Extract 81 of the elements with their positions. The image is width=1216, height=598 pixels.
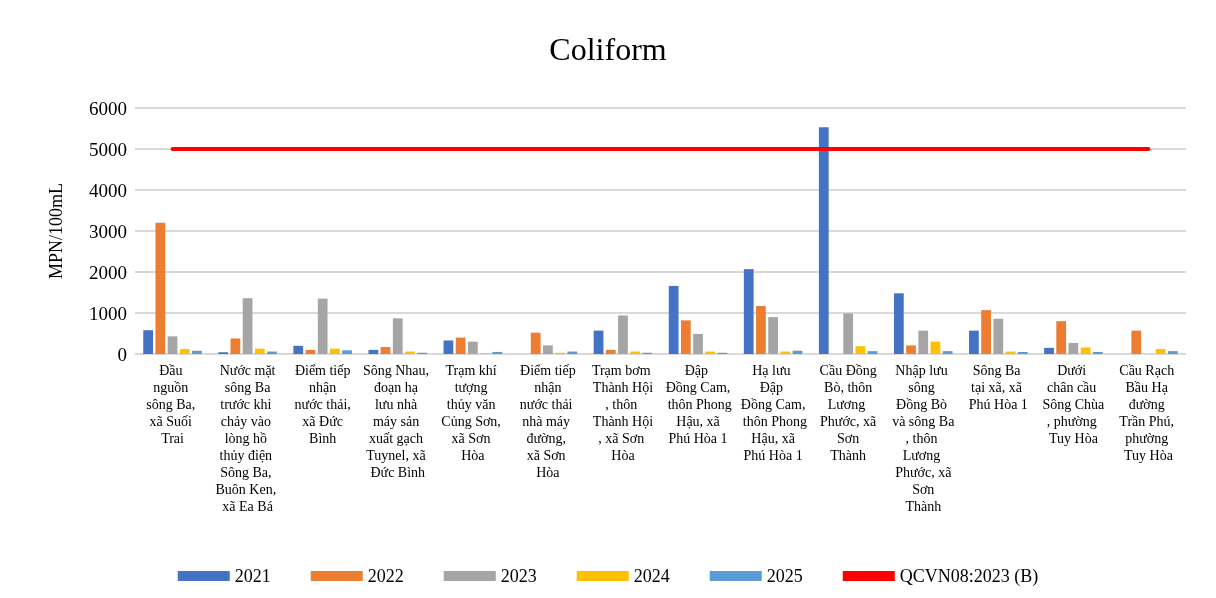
x-tick-label: Đập Đồng Cam, thôn Phong Hậu, xã Phú Hòa 1 <box>664 363 732 446</box>
y-tick-label: 0 <box>117 343 127 365</box>
bar <box>668 285 679 354</box>
x-tick-label: Dưới chân cầu Sông Chùa, phường Tuy Hòa <box>1042 363 1106 446</box>
bar <box>843 313 854 354</box>
category-label: Nước mặt sông Ba trước khi chảy vào lòng hồ thủy điện Sông Ba, Buôn Ken, xã Ea Bá <box>215 363 277 514</box>
bar <box>818 127 829 354</box>
bar <box>143 330 154 354</box>
y-tick-label: 5000 <box>89 138 127 160</box>
legend-label: QCVN08:2023 (B) <box>899 566 1039 587</box>
legend-label: 2023 <box>500 566 537 586</box>
bar <box>317 298 328 354</box>
bar <box>242 298 253 354</box>
bar <box>942 351 953 354</box>
bar <box>867 351 878 354</box>
bar <box>342 350 352 354</box>
bar <box>768 317 778 354</box>
bar <box>254 348 265 354</box>
bar <box>368 349 379 354</box>
y-axis-title: MPN/100mL <box>46 182 66 280</box>
category-label: Nhập lưu sông Đồng Bò và sông Ba, thôn Lương Phước, xã Sơn Thành <box>892 363 955 514</box>
bar <box>1017 351 1028 354</box>
y-tick-label: 2000 <box>89 261 127 283</box>
y-tick-label: 1000 <box>89 302 127 324</box>
bar <box>981 310 991 354</box>
bar <box>1080 347 1091 354</box>
bar <box>1092 351 1103 354</box>
bar <box>993 318 1004 354</box>
bar <box>906 345 916 354</box>
bar <box>756 306 766 354</box>
bar <box>618 315 628 354</box>
bar <box>467 341 478 354</box>
bar <box>543 345 553 354</box>
bar <box>605 349 616 354</box>
x-tick-label: Sông Ba tại xã, xã Phú Hòa 1 <box>968 363 1028 412</box>
x-tick-label: Cầu Đồng Bò, thôn Lương Phước, xã Sơn Thành <box>819 363 878 463</box>
x-tick-label: Điểm tiếp nhận nước thải nhà máy đường, xã Sơn Hòa <box>519 363 576 480</box>
bar <box>230 338 241 354</box>
bar <box>179 349 190 354</box>
x-tick-label: Cầu Rạch Bầu Hạ đường Trần Phú, phường Tuy Hòa <box>1119 363 1178 463</box>
bar <box>918 330 929 354</box>
bar <box>443 340 454 354</box>
bar <box>192 350 202 354</box>
bar <box>743 269 754 354</box>
bar <box>930 341 941 354</box>
bar <box>330 348 340 354</box>
y-tick-label: 4000 <box>89 179 127 201</box>
bar <box>1155 349 1166 354</box>
bar <box>1131 330 1142 354</box>
bar <box>1068 342 1079 354</box>
bar <box>492 351 503 354</box>
x-tick-label: Trạm khí tượng thủy văn Củng Sơn, xã Sơn Hòa <box>441 363 505 463</box>
bar <box>155 222 166 354</box>
legend-label: 2022 <box>367 566 404 586</box>
bar <box>1044 347 1054 354</box>
bar <box>392 318 403 354</box>
legend-label: 2024 <box>633 566 670 586</box>
bar <box>855 346 866 354</box>
x-tick-label: Đầu nguồn sông Ba, xã Suối Trai <box>146 363 199 446</box>
bar <box>1167 351 1178 354</box>
bar <box>167 336 178 354</box>
bar <box>530 332 541 354</box>
x-tick-label: Hạ lưu Đập Đồng Cam, thôn Phong Hậu, xã Phú Hòa 1 <box>739 363 807 463</box>
y-tick-label: 3000 <box>89 220 127 242</box>
x-tick-label: Điểm tiếp nhận nước thải, xã Đức Bình <box>294 363 351 446</box>
bar <box>455 337 466 354</box>
legend-label: 2025 <box>766 566 803 586</box>
x-tick-label: Trạm bơm Thành Hội, thôn Thành Hội, xã Sơn Hòa <box>591 363 655 463</box>
chart-title: Coliform <box>549 31 667 67</box>
bar <box>893 293 904 354</box>
bar <box>293 345 304 354</box>
bar <box>969 330 979 354</box>
bar <box>593 330 604 354</box>
legend-label: 2021 <box>234 566 271 586</box>
y-tick-label: 6000 <box>89 97 127 119</box>
bar <box>680 320 691 354</box>
bar <box>305 349 316 354</box>
bar <box>380 347 391 354</box>
x-tick-label: Sông Nhau, đoạn hạ lưu nhà máy sản xuất gạch Tuynel, xã Đức Bình <box>362 363 433 480</box>
bar <box>1056 321 1067 354</box>
bar <box>693 333 703 354</box>
